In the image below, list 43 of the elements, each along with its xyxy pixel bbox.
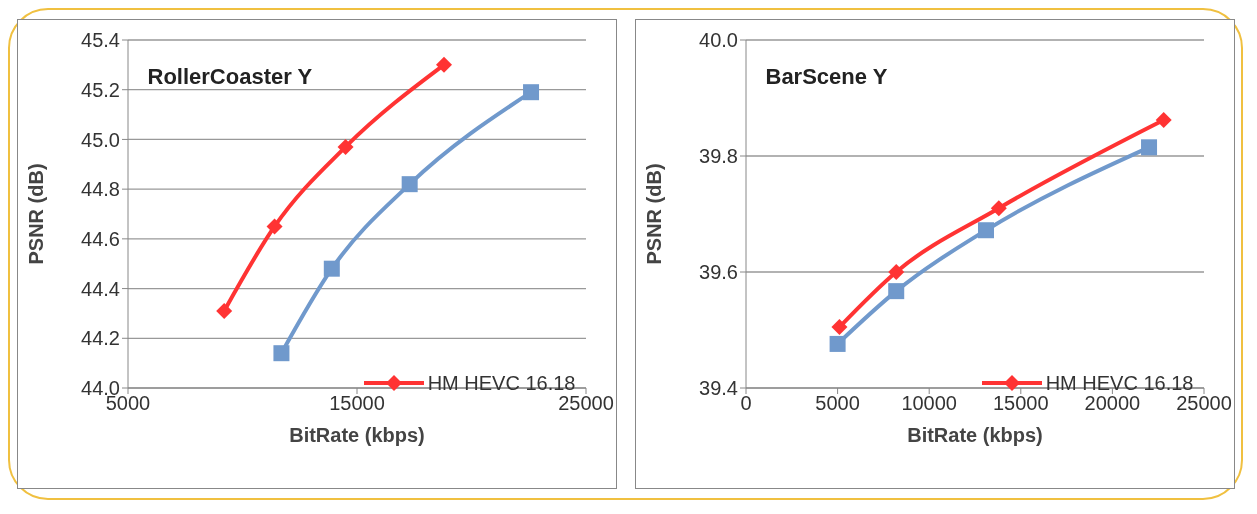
y-tick-label: 44.2 <box>80 327 120 350</box>
x-tick-label: 10000 <box>900 392 957 415</box>
y-tick-label: 39.8 <box>698 145 738 168</box>
point <box>1140 139 1157 156</box>
point <box>829 335 846 352</box>
point <box>323 260 340 277</box>
y-tick-label: 39.6 <box>698 261 738 284</box>
point <box>266 218 283 235</box>
y-tick-label: 39.4 <box>698 377 738 400</box>
y-tick-label: 44.6 <box>80 227 120 250</box>
y-axis-title: PSNR (dB) <box>642 163 665 265</box>
y-tick-label: 45.0 <box>80 128 120 151</box>
y-axis-title: PSNR (dB) <box>24 163 47 265</box>
point <box>337 138 354 155</box>
y-tick-label: 45.2 <box>80 78 120 101</box>
x-axis-title: BitRate (kbps) <box>288 424 425 446</box>
x-tick-label: 20000 <box>1084 392 1140 415</box>
y-tick-label: 44.8 <box>80 178 120 201</box>
point <box>522 84 539 101</box>
point <box>401 176 418 193</box>
point <box>990 200 1007 217</box>
point <box>887 264 904 280</box>
point <box>215 302 232 319</box>
point <box>830 319 847 336</box>
x-axis-title: BitRate (kbps) <box>906 424 1043 446</box>
x-tick-label: 25000 <box>1175 392 1232 415</box>
legend-label: HM HEVC 16.18 <box>1045 371 1194 395</box>
point <box>272 345 289 362</box>
y-tick-label: 44.4 <box>80 277 120 300</box>
point <box>1155 112 1172 129</box>
legend-label: HM HEVC 16.18 <box>427 371 576 395</box>
point <box>435 56 452 73</box>
y-tick-label: 45.4 <box>80 29 120 52</box>
text: BarScene Y <box>765 64 888 90</box>
y-tick-label: 40.0 <box>698 29 738 52</box>
point <box>977 222 994 239</box>
x-tick-label: 5000 <box>814 392 860 415</box>
point <box>887 283 904 300</box>
x-tick-label: 15000 <box>328 392 385 415</box>
text: RollerCoaster Y <box>147 64 313 90</box>
x-tick-label: 0 <box>739 392 752 415</box>
x-tick-label: 15000 <box>992 392 1049 415</box>
x-tick-label: 25000 <box>557 392 614 415</box>
